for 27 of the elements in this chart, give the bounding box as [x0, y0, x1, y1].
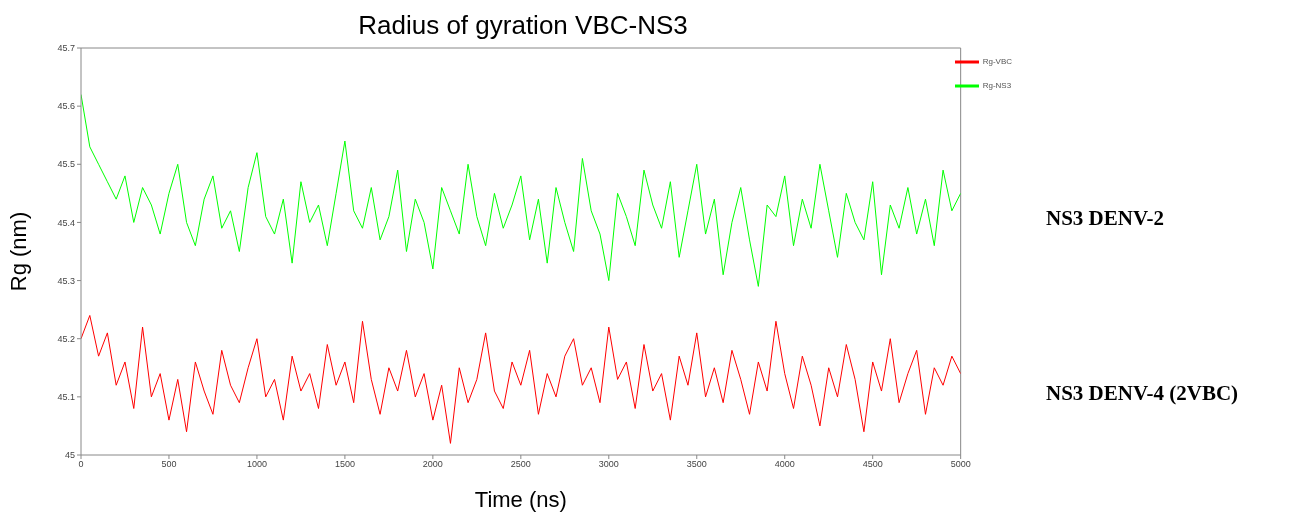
y-tick-label: 45	[64, 450, 75, 461]
line-series	[81, 314, 961, 444]
x-axis-title: Time (ns)	[474, 487, 567, 512]
x-tick-label: 2000	[422, 459, 443, 470]
y-tick-label: 45.1	[57, 392, 75, 403]
x-tick-label: 2500	[510, 459, 531, 470]
y-tick-label: 45.4	[57, 217, 75, 228]
x-tick-label: 3000	[598, 459, 619, 470]
x-tick-label: 500	[161, 459, 177, 470]
x-tick-label: 1500	[334, 459, 355, 470]
y-tick-label: 45.3	[57, 275, 75, 286]
x-tick-label: 1000	[246, 459, 267, 470]
x-tick-label: 5000	[950, 459, 971, 470]
chart-title: Radius of gyration VBC-NS3	[357, 9, 689, 42]
y-tick-label: 45.6	[57, 101, 75, 112]
y-axis-title: Rg (nm)	[5, 211, 31, 292]
text: NS3 DENV-4 (2VBC)	[1046, 381, 1239, 406]
legend-label: Rg-VBC	[982, 57, 1012, 67]
y-tick-label: 45.2	[57, 333, 75, 344]
y-tick-label: 45.7	[57, 43, 75, 54]
x-tick-label: 3500	[686, 459, 707, 470]
x-tick-label: 4000	[774, 459, 795, 470]
x-tick-label: 4500	[862, 459, 883, 470]
x-tick-label: 0	[78, 459, 84, 470]
text: NS3 DENV-2	[1046, 206, 1165, 231]
legend-label: Rg-NS3	[982, 81, 1012, 91]
y-tick-label: 45.5	[57, 159, 75, 170]
